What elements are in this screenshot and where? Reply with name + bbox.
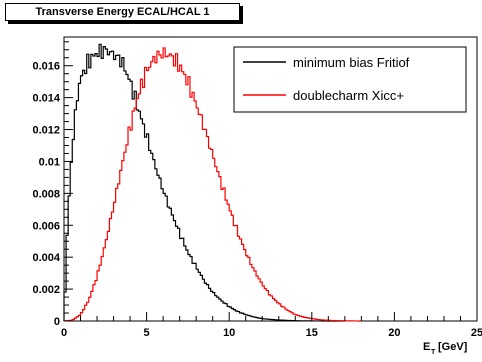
legend-label-doublecharm: doublecharm Xicc+ — [293, 88, 404, 103]
x-tick-label: 10 — [223, 327, 235, 339]
x-tick-label: 25 — [471, 327, 482, 339]
y-tick-label: 0 — [54, 316, 60, 328]
x-tick-label: 0 — [61, 327, 67, 339]
y-tick-label: 0.012 — [32, 125, 60, 137]
x-axis-title-unit: [GeV] — [438, 341, 468, 353]
series-minimum-bias-histogram — [63, 43, 345, 322]
plot-frame — [63, 36, 478, 322]
y-tick-label: 0.008 — [32, 188, 60, 200]
legend-label-minimum-bias: minimum bias Fritiof — [293, 55, 410, 70]
x-axis-title-main: E — [423, 341, 430, 353]
y-tick-label: 0.004 — [32, 252, 60, 264]
legend: minimum bias Fritiof doublecharm Xicc+ — [233, 46, 467, 113]
x-axis-title: E T [GeV] — [423, 341, 468, 356]
y-tick-label: 0.014 — [32, 93, 60, 105]
x-axis-title-sub: T — [431, 349, 436, 356]
chart-title: Transverse Energy ECAL/HCAL 1 — [5, 3, 240, 21]
x-tick-label: 15 — [306, 327, 318, 339]
x-tick-label: 20 — [388, 327, 400, 339]
legend-frame — [233, 46, 467, 113]
y-tick-label: 0.016 — [32, 61, 60, 73]
y-tick-label: 0.006 — [32, 220, 60, 232]
y-axis: 0 0.002 0.004 0.006 0.008 0.01 0.012 0.014 0.016 — [32, 41, 73, 328]
y-tick-label: 0.01 — [39, 156, 60, 168]
x-axis: 0 5 10 15 20 25 — [61, 312, 482, 339]
x-tick-label: 5 — [144, 327, 150, 339]
y-tick-label: 0.002 — [32, 284, 60, 296]
